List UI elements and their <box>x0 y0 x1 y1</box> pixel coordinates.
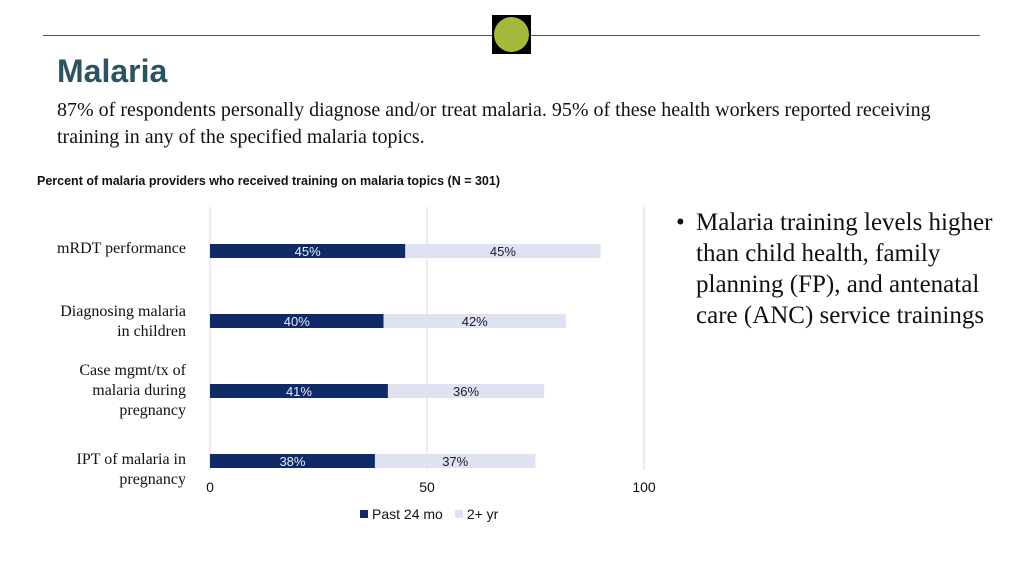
chart-legend: Past 24 mo 2+ yr <box>360 506 510 522</box>
category-label: Diagnosing malaria <box>60 303 186 320</box>
bullet-icon: • <box>676 209 685 236</box>
bar-2-plus-yr <box>387 384 545 398</box>
data-label: 41% <box>286 384 312 399</box>
legend-item-past-24-mo: Past 24 mo <box>360 506 443 522</box>
category-label: in children <box>117 323 186 340</box>
bar-past-24-mo <box>210 454 375 468</box>
chart-title: Percent of malaria providers who receive… <box>37 174 501 188</box>
data-label: 45% <box>295 244 321 259</box>
bar-chart: 0 50 100 45% 45% mRDT performance 40% 42% Diagno… <box>57 207 656 495</box>
category-label: IPT of malaria in <box>77 451 186 468</box>
data-label: 42% <box>462 314 488 329</box>
bullet-text: Malaria training levels higher than chil… <box>696 209 993 329</box>
bar-2-plus-yr <box>383 314 566 328</box>
x-tick-label: 0 <box>206 479 214 495</box>
bullet-list: • Malaria training levels higher than chi… <box>676 207 1006 331</box>
bar-past-24-mo <box>210 244 406 258</box>
category-label: Case mgmt/tx of <box>79 362 186 379</box>
category-label: mRDT performance <box>57 240 186 257</box>
page-title: Malaria <box>57 53 168 89</box>
bullet-item: • Malaria training levels higher than chi… <box>676 207 1006 331</box>
data-label: 40% <box>284 314 310 329</box>
logo <box>492 15 531 54</box>
legend-item-2-plus-yr: 2+ yr <box>454 506 499 522</box>
category-label: malaria during <box>92 382 186 399</box>
data-label: 45% <box>490 244 516 259</box>
data-label: 37% <box>442 454 468 469</box>
bar-past-24-mo <box>210 384 388 398</box>
bar-2-plus-yr <box>374 454 536 468</box>
data-label: 38% <box>279 454 305 469</box>
legend-label: Past 24 mo <box>372 506 443 522</box>
data-label: 36% <box>453 384 479 399</box>
x-tick-label: 50 <box>419 479 435 495</box>
page-subtitle: 87% of respondents personally diagnose a… <box>57 99 931 148</box>
logo-circle-icon <box>494 17 529 52</box>
legend-swatch <box>454 510 463 518</box>
bar-past-24-mo <box>210 314 384 328</box>
category-label: pregnancy <box>119 402 186 419</box>
legend-swatch <box>360 510 368 518</box>
legend-label: 2+ yr <box>466 506 499 522</box>
bar-2-plus-yr <box>405 244 601 258</box>
x-tick-label: 100 <box>632 479 656 495</box>
category-label: pregnancy <box>119 471 186 488</box>
